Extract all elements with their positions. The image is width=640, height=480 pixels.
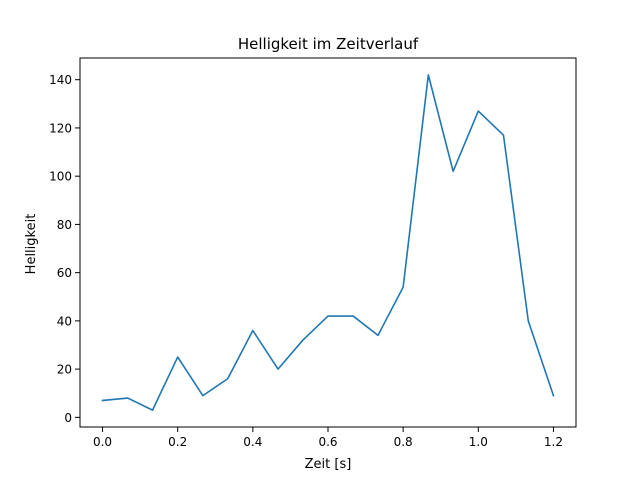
chart-title: Helligkeit im Zeitverlauf [238,35,419,53]
y-tick-label: 20 [57,363,72,377]
series-layer [101,74,555,411]
x-axis-label: Zeit [s] [305,457,352,472]
y-tick-label: 60 [57,266,72,280]
x-tick-label: 1.0 [469,435,488,449]
y-tick-label: 100 [49,170,72,184]
y-tick-label: 80 [57,218,72,232]
y-tick-label: 40 [57,314,72,328]
x-tick-label: 0.6 [318,435,337,449]
x-tick-label: 0.0 [93,435,112,449]
x-tick-label: 0.8 [394,435,413,449]
plot-frame [79,57,577,428]
x-tick-label: 0.2 [168,435,187,449]
x-tick-label: 0.4 [243,435,262,449]
y-tick-label: 140 [49,73,72,87]
y-axis-label: Helligkeit [24,214,39,275]
series-line [101,74,555,411]
x-tick-label: 1.2 [544,435,563,449]
y-tick-label: 120 [49,121,72,135]
axis-ticks: 0.0 0.2 0.4 0.6 0.8 1.0 1.2 0 20 40 60 80 100 120 140 [49,73,563,449]
y-tick-label: 0 [64,411,72,425]
